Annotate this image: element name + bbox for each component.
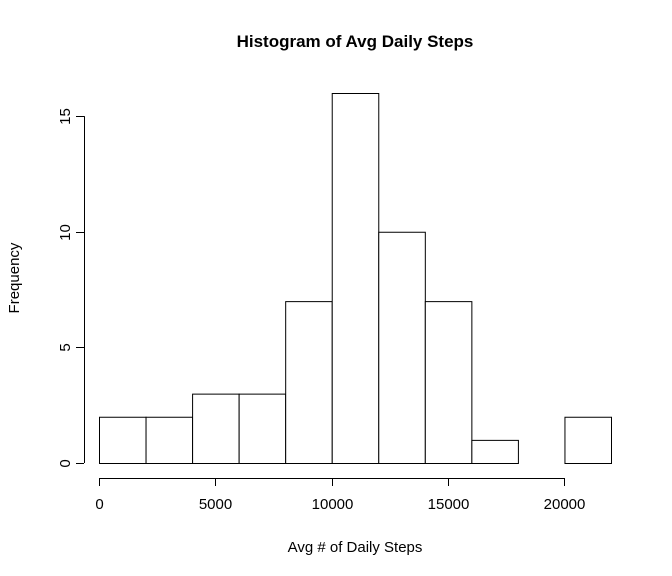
bars-group (99, 93, 612, 464)
x-tick-label-0: 0 (95, 496, 103, 513)
histogram-bar-7 (424, 301, 473, 464)
histogram-bar-0 (99, 416, 147, 464)
histogram-bar-3 (238, 393, 287, 464)
y-tick-label-0: 0 (57, 459, 74, 467)
histogram-bar-1 (145, 416, 194, 464)
y-tick-label-2: 10 (57, 224, 74, 241)
histogram-bar-5 (331, 93, 380, 464)
x-axis-label: Avg # of Daily Steps (288, 539, 423, 556)
y-axis-label: Frequency (6, 242, 23, 313)
x-tick-label-1: 5000 (199, 496, 232, 513)
y-tick-label-1: 5 (57, 343, 74, 351)
histogram-bar-4 (285, 301, 333, 464)
x-axis: 0 5000 10000 15000 20000 (95, 478, 585, 513)
x-tick-label-3: 15000 (428, 496, 470, 513)
x-tick-label-2: 10000 (312, 496, 354, 513)
x-tick-label-4: 20000 (544, 496, 586, 513)
histogram-bar-8 (471, 439, 519, 464)
histogram-bar-10 (564, 416, 612, 464)
y-tick-label-3: 15 (57, 108, 74, 125)
chart-title: Histogram of Avg Daily Steps (237, 32, 474, 51)
y-axis: 0 5 10 15 (57, 108, 85, 468)
histogram-bar-2 (192, 393, 240, 464)
histogram-bar-6 (378, 231, 426, 464)
